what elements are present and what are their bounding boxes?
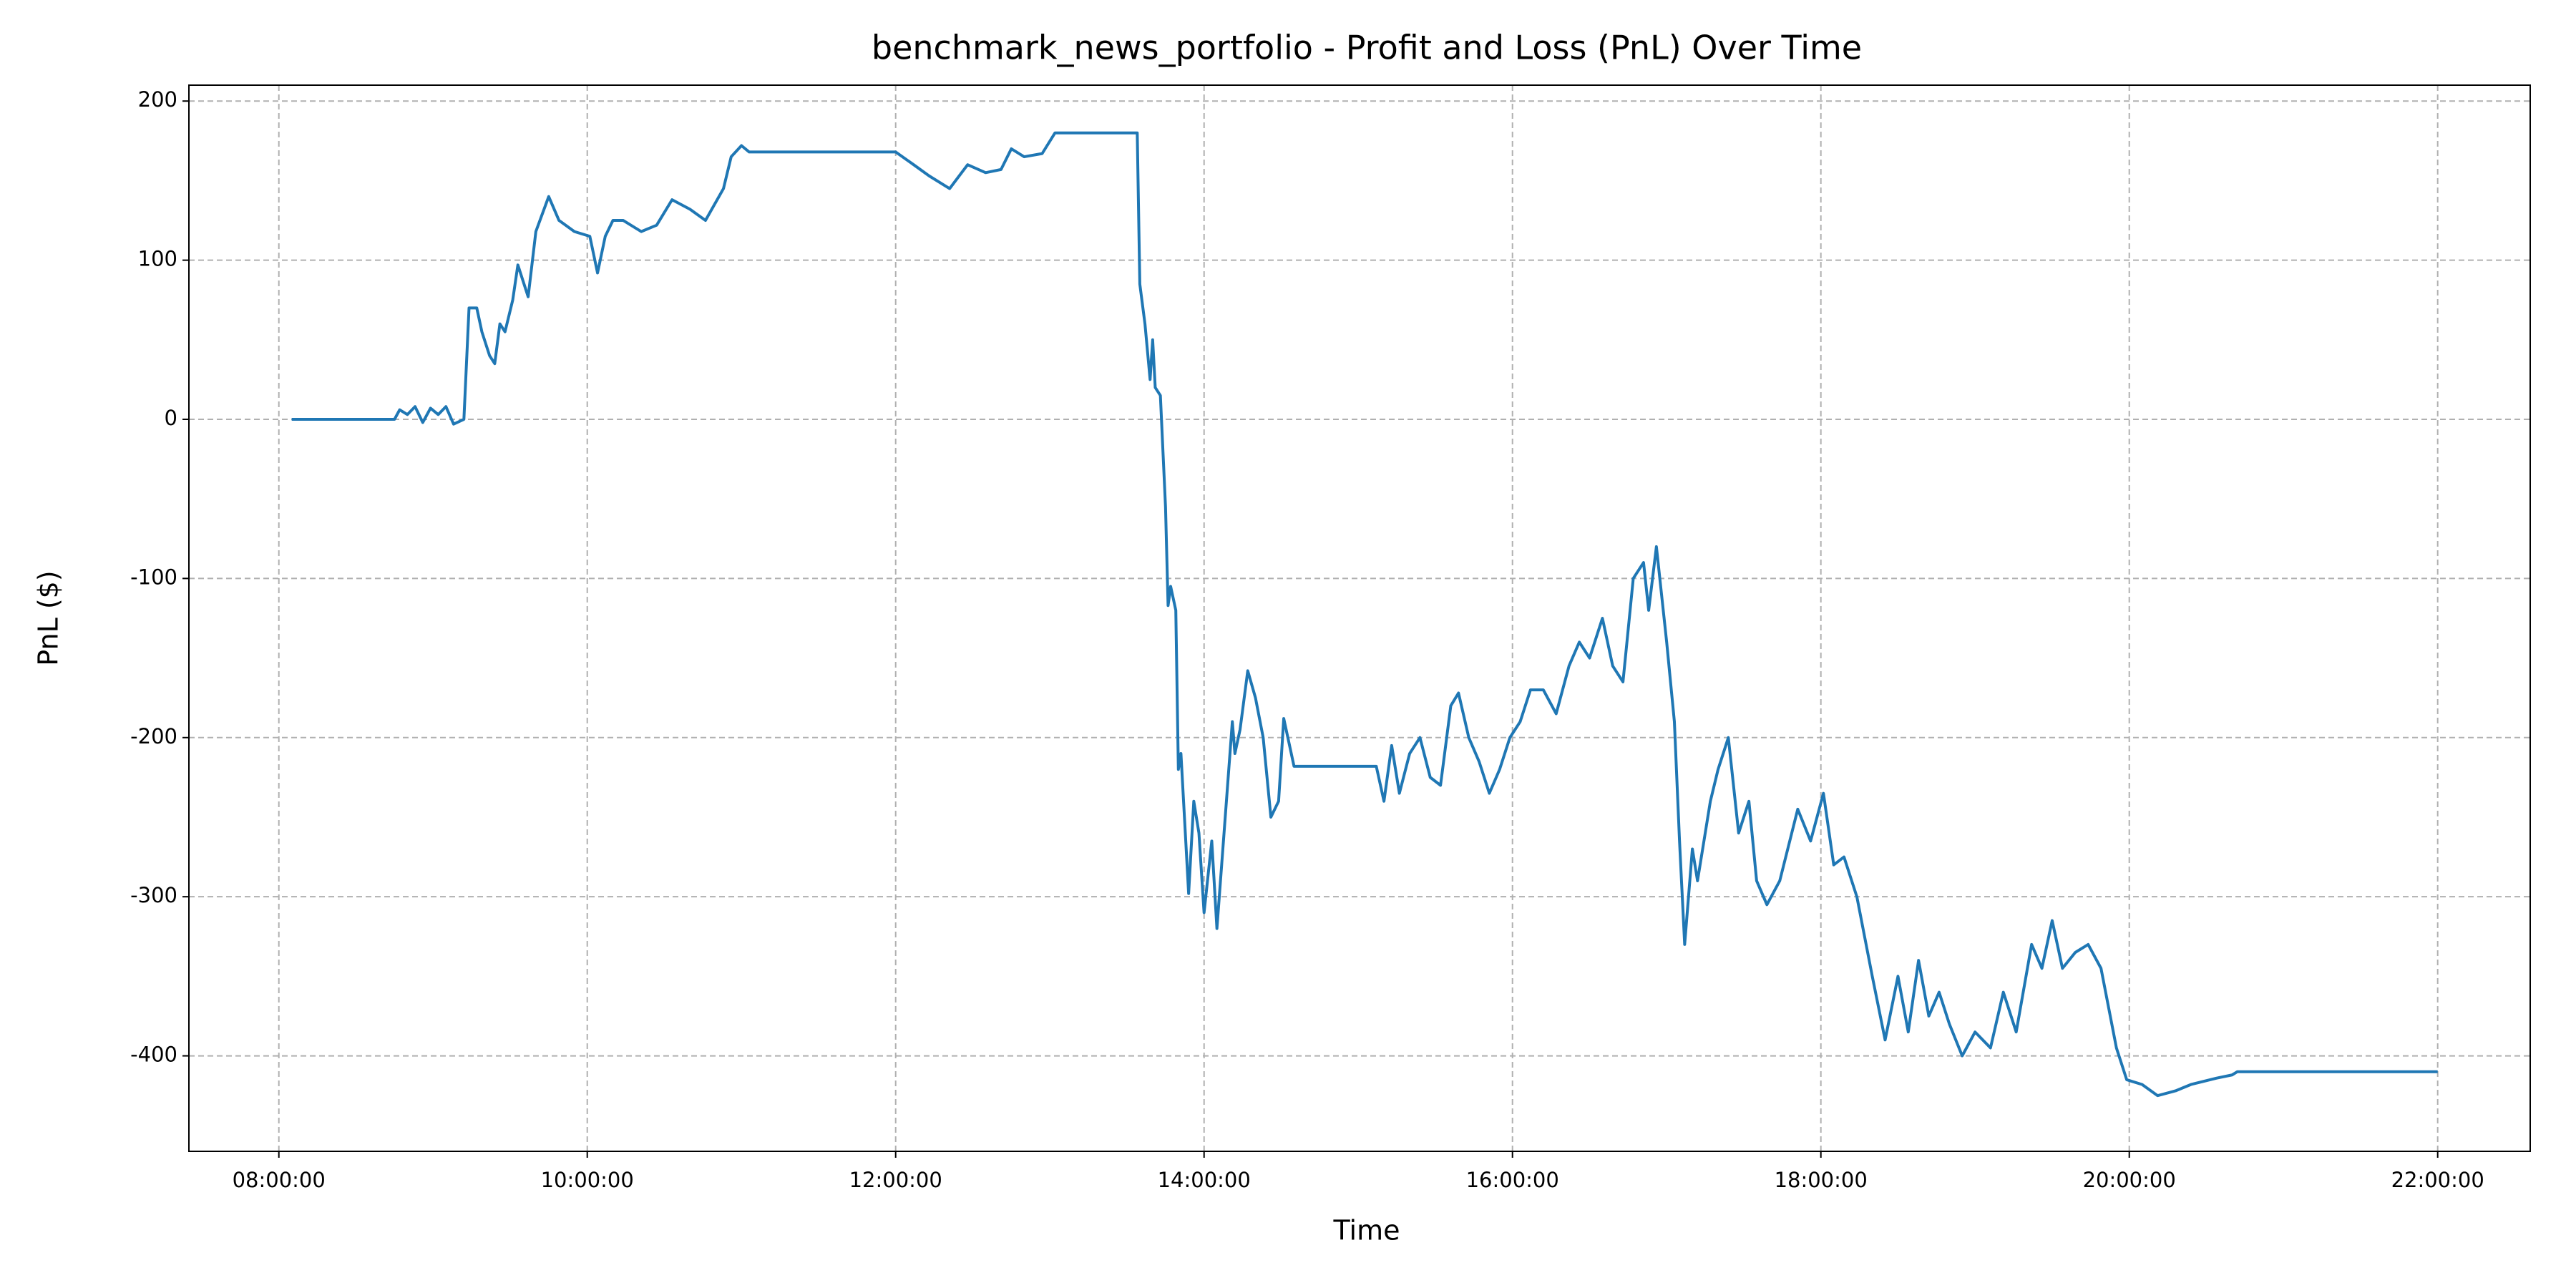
x-tick-label: 22:00:00 [2391, 1168, 2484, 1192]
y-tick-label: 0 [165, 406, 177, 430]
x-tick-label: 16:00:00 [1466, 1168, 1559, 1192]
x-axis-label: Time [1333, 1215, 1400, 1246]
chart-title: benchmark_news_portfolio - Profit and Lo… [872, 29, 1862, 67]
x-tick-label: 12:00:00 [849, 1168, 942, 1192]
y-tick-label: -200 [130, 724, 177, 748]
x-tick-label: 10:00:00 [541, 1168, 634, 1192]
plot-frame [188, 84, 2531, 1152]
y-tick-label: -300 [130, 883, 177, 907]
y-tick-label: 100 [138, 247, 177, 271]
x-tick-label: 20:00:00 [2083, 1168, 2176, 1192]
y-tick-label: 200 [138, 87, 177, 112]
y-tick-label: -100 [130, 565, 177, 589]
x-tick-label: 14:00:00 [1158, 1168, 1251, 1192]
x-tick-label: 18:00:00 [1775, 1168, 1868, 1192]
y-tick-label: -400 [130, 1043, 177, 1067]
y-axis-label: PnL ($) [33, 570, 64, 665]
pnl-line [291, 131, 2438, 1098]
x-tick-label: 08:00:00 [233, 1168, 326, 1192]
